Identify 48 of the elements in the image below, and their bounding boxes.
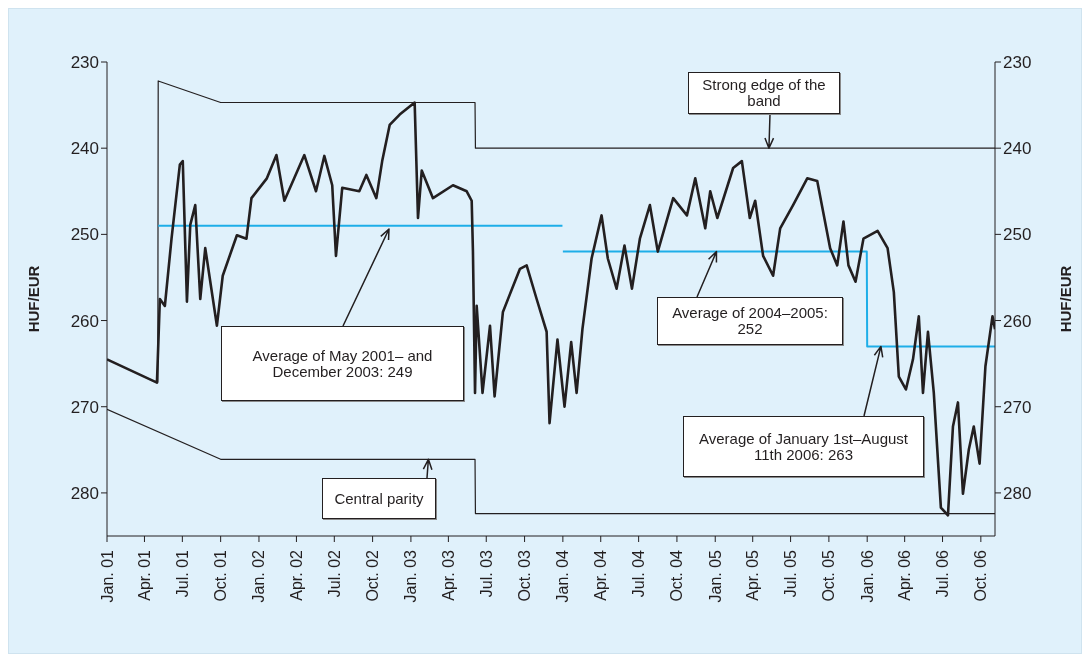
annotation: Average of May 2001– and December 2003: 249: [251, 346, 434, 380]
x-tick-label: Oct. 04: [668, 549, 686, 602]
y2-tick-label: 250: [1003, 225, 1032, 245]
y-tick-label: 260: [70, 311, 99, 331]
y2-tick-label: 240: [1003, 139, 1032, 159]
y-tick-label: 270: [70, 397, 99, 417]
x-tick-label: Jan. 02: [250, 549, 268, 603]
callout-box: Average of January 1st–August 11th 2006: 263: [683, 416, 924, 477]
y-tick-label: 240: [70, 139, 99, 159]
annotation: Average of January 1st–August 11th 2006: 263: [698, 429, 909, 463]
x-tick-label: Oct. 03: [516, 549, 534, 602]
x-tick-label: Oct. 01: [212, 549, 230, 602]
y2-tick-label: 230: [1003, 53, 1032, 73]
y-tick-label: 280: [70, 483, 99, 503]
x-tick-label: Jul. 04: [630, 549, 648, 598]
y-tick-label: 230: [70, 53, 99, 73]
x-tick-label: Oct. 05: [820, 549, 838, 602]
x-tick-label: Apr. 06: [896, 549, 914, 601]
annotation: Central parity: [334, 489, 424, 507]
callout-box: Average of 2004–2005: 252: [657, 297, 843, 345]
y-axis-title: HUF/EUR: [25, 265, 43, 333]
x-tick-label: Apr. 05: [744, 549, 762, 601]
x-tick-label: Jul. 05: [782, 549, 800, 598]
x-tick-label: Jan. 01: [98, 549, 116, 603]
callout-box: Average of May 2001– and December 2003: 249: [221, 326, 464, 401]
callout-box: Strong edge of the band: [688, 72, 840, 114]
y2-tick-label: 280: [1003, 483, 1032, 503]
x-tick-label: Apr. 01: [135, 549, 153, 601]
x-tick-label: Apr. 02: [287, 549, 305, 601]
x-tick-label: Jan. 03: [402, 549, 420, 603]
y2-axis-title: HUF/EUR: [1057, 265, 1075, 333]
x-tick-label: Jul. 01: [173, 549, 191, 598]
annotation: Average of 2004–2005: 252: [671, 304, 829, 337]
x-tick-label: Jan. 05: [706, 549, 724, 603]
y-tick-label: 250: [70, 225, 99, 245]
y2-tick-label: 270: [1003, 397, 1032, 417]
x-tick-label: Jan. 04: [554, 549, 572, 603]
x-tick-label: Oct. 02: [364, 549, 382, 602]
x-tick-label: Apr. 04: [592, 549, 610, 601]
x-tick-label: Jul. 06: [934, 549, 952, 598]
x-tick-label: Apr. 03: [439, 549, 457, 601]
annotation: Strong edge of the band: [701, 76, 827, 109]
callout-box: Central parity: [322, 478, 436, 519]
x-tick-label: Jul. 02: [325, 549, 343, 598]
x-tick-label: Jan. 06: [858, 549, 876, 603]
x-tick-label: Oct. 06: [972, 549, 990, 602]
x-tick-label: Jul. 03: [477, 549, 495, 598]
y2-tick-label: 260: [1003, 311, 1032, 331]
